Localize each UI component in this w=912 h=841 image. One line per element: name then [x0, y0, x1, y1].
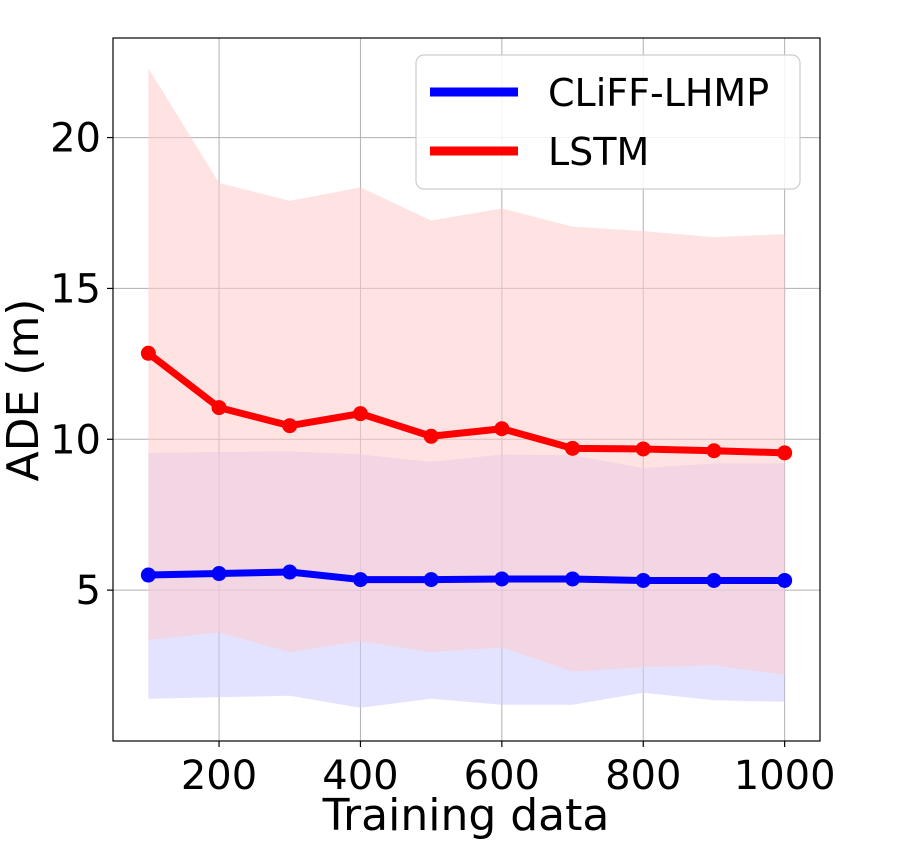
point-lstm [494, 421, 510, 437]
point-lstm [423, 428, 439, 444]
point-cliff-lhmp [635, 572, 651, 588]
series-lines [140, 345, 793, 588]
x-tick-label: 1000 [734, 753, 836, 799]
y-tick-label: 15 [50, 266, 101, 312]
point-lstm [140, 345, 156, 361]
point-lstm [282, 418, 298, 434]
legend-label-cliff-lhmp: CLiFF-LHMP [548, 71, 769, 115]
point-lstm [565, 440, 581, 456]
line-lstm [144, 349, 789, 457]
point-cliff-lhmp [352, 572, 368, 588]
legend: CLiFF-LHMP LSTM [415, 54, 801, 190]
x-tick-label: 400 [322, 753, 398, 799]
y-tick-label: 20 [50, 116, 101, 162]
x-tick-label: 200 [181, 753, 257, 799]
point-cliff-lhmp [494, 571, 510, 587]
x-tick-label: 800 [605, 753, 681, 799]
point-lstm [352, 406, 368, 422]
point-cliff-lhmp [423, 572, 439, 588]
y-tick-label: 5 [76, 568, 101, 614]
band-lstm [148, 68, 785, 675]
point-lstm [635, 441, 651, 457]
legend-label-lstm: LSTM [548, 130, 649, 174]
plot-frame [112, 37, 821, 742]
y-axis-ticks: 5 10 15 20 [50, 116, 113, 614]
x-axis-ticks: 200 400 600 800 1000 [181, 741, 836, 799]
point-cliff-lhmp [282, 564, 298, 580]
x-axis-label: Training data [322, 790, 610, 841]
x-tick-label: 600 [464, 753, 540, 799]
point-cliff-lhmp [211, 566, 227, 582]
line-cliff-lhmp [144, 568, 789, 584]
point-lstm [706, 443, 722, 459]
point-cliff-lhmp [777, 572, 793, 588]
point-cliff-lhmp [706, 572, 722, 588]
point-lstm [211, 400, 227, 416]
y-tick-label: 10 [50, 417, 101, 463]
y-axis-label: ADE (m) [0, 299, 49, 482]
point-cliff-lhmp [565, 571, 581, 587]
point-lstm [777, 445, 793, 461]
point-cliff-lhmp [140, 567, 156, 583]
